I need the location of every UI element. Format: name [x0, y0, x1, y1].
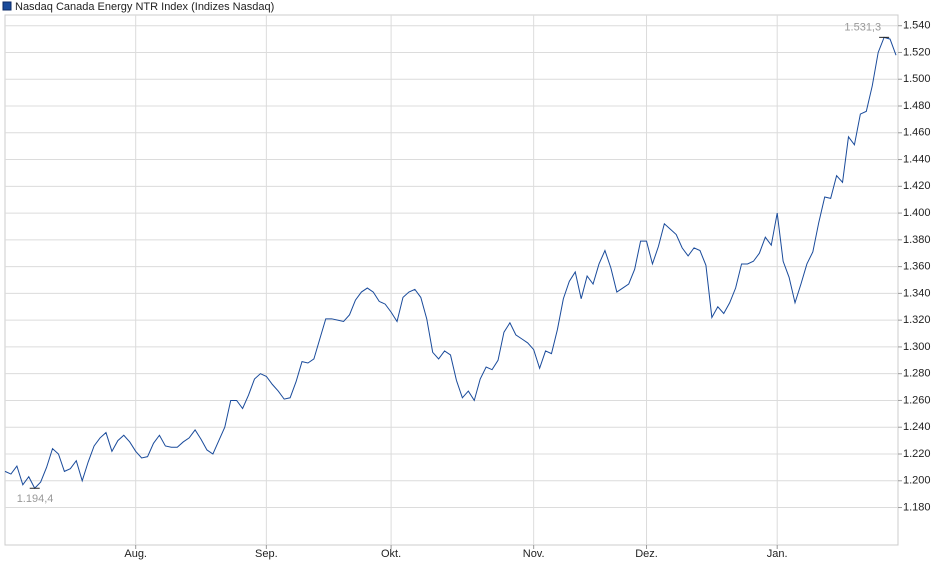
x-tick-label: Aug.	[124, 548, 147, 560]
y-tick-label: 1.260	[903, 394, 931, 406]
y-tick-label: 1.360	[903, 261, 931, 273]
y-tick-label: 1.300	[903, 341, 931, 353]
y-tick-label: 1.380	[903, 234, 931, 246]
x-tick-label: Nov.	[523, 548, 545, 560]
y-tick-label: 1.200	[903, 475, 931, 487]
y-tick-label: 1.460	[903, 127, 931, 139]
y-tick-label: 1.480	[903, 100, 931, 112]
y-tick-label: 1.440	[903, 153, 931, 165]
y-tick-label: 1.540	[903, 20, 931, 32]
price-line	[4, 36, 897, 490]
plot-area	[4, 14, 899, 546]
y-tick-label: 1.240	[903, 421, 931, 433]
y-tick-label: 1.280	[903, 368, 931, 380]
x-tick-label: Dez.	[635, 548, 658, 560]
legend-swatch	[2, 1, 12, 11]
annotation: 1.531,3	[844, 21, 881, 33]
y-tick-label: 1.340	[903, 287, 931, 299]
y-tick-label: 1.520	[903, 46, 931, 58]
y-tick-label: 1.220	[903, 448, 931, 460]
x-tick-label: Okt.	[381, 548, 401, 560]
y-tick-label: 1.500	[903, 73, 931, 85]
x-tick-label: Sep.	[255, 548, 278, 560]
chart-title: Nasdaq Canada Energy NTR Index (Indizes …	[15, 1, 274, 13]
y-tick-label: 1.420	[903, 180, 931, 192]
y-tick-label: 1.400	[903, 207, 931, 219]
y-tick-label: 1.180	[903, 501, 931, 513]
annotation: 1.194,4	[17, 493, 54, 505]
y-tick-label: 1.320	[903, 314, 931, 326]
x-tick-label: Jan.	[767, 548, 788, 560]
